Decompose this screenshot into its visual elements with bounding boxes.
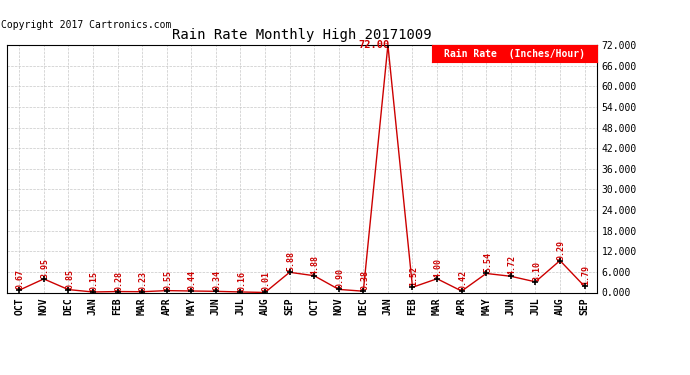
Text: 0.15: 0.15 — [90, 271, 99, 291]
Text: 0.67: 0.67 — [16, 269, 25, 289]
Text: 1.79: 1.79 — [581, 266, 590, 285]
Text: 0.01: 0.01 — [262, 272, 270, 291]
Text: 0.55: 0.55 — [164, 270, 172, 290]
Text: 4.00: 4.00 — [434, 258, 443, 278]
Text: 0.38: 0.38 — [360, 270, 369, 290]
Text: 72.00: 72.00 — [358, 40, 390, 50]
Text: 3.95: 3.95 — [41, 258, 50, 278]
Text: 9.29: 9.29 — [557, 240, 566, 260]
Text: 0.44: 0.44 — [188, 270, 197, 290]
Text: 3.10: 3.10 — [532, 261, 541, 281]
Text: 4.72: 4.72 — [508, 255, 517, 275]
Text: 0.90: 0.90 — [335, 268, 344, 288]
Text: 0.16: 0.16 — [237, 271, 246, 291]
Text: 5.54: 5.54 — [483, 252, 492, 272]
Text: 0.34: 0.34 — [213, 270, 221, 290]
Text: Copyright 2017 Cartronics.com: Copyright 2017 Cartronics.com — [1, 20, 171, 30]
Text: 0.28: 0.28 — [115, 270, 124, 291]
Text: 0.23: 0.23 — [139, 271, 148, 291]
Text: 0.85: 0.85 — [65, 268, 74, 288]
Title: Rain Rate Monthly High 20171009: Rain Rate Monthly High 20171009 — [172, 28, 432, 42]
Text: 5.88: 5.88 — [286, 251, 295, 271]
Text: 0.42: 0.42 — [458, 270, 467, 290]
Text: 4.88: 4.88 — [311, 255, 320, 275]
Text: 1.52: 1.52 — [409, 266, 418, 286]
